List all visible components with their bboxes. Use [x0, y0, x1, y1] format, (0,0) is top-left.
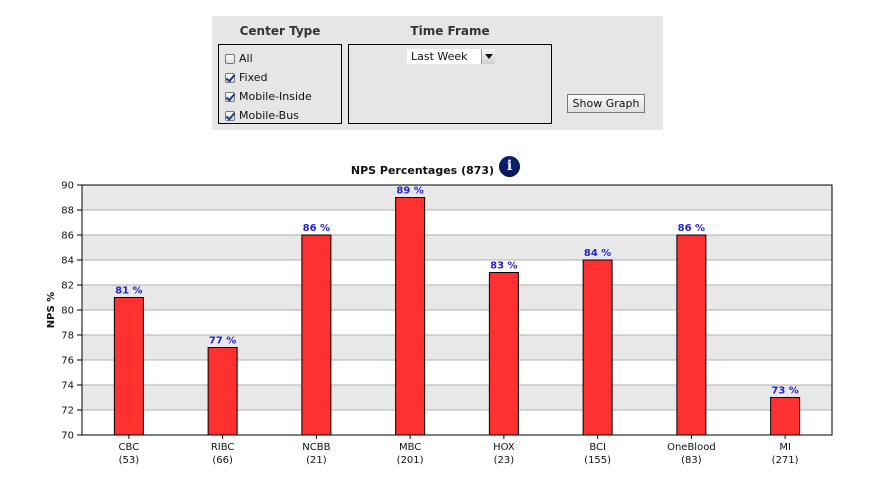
- data-label-ribc: 77 %: [209, 336, 236, 347]
- chart-title-wrap: NPS Percentages (873) i: [350, 156, 521, 177]
- x-count-label-hox: (23): [494, 455, 515, 466]
- y-tick-label: 84: [61, 256, 74, 267]
- bar-mbc: [395, 197, 426, 436]
- plot-frame: [81, 184, 833, 436]
- y-tick-label: 86: [61, 231, 74, 242]
- bar-mi: [770, 397, 801, 436]
- x-count-label-cbc: (53): [119, 455, 140, 466]
- y-tick-label: 80: [61, 306, 74, 317]
- x-count-label-mi: (271): [772, 455, 799, 466]
- grid-band: [82, 185, 832, 210]
- x-count-label-mbc: (201): [397, 455, 424, 466]
- y-tick-label: 82: [61, 281, 74, 292]
- bar-cbc: [113, 297, 144, 436]
- bar-hox: [488, 272, 519, 436]
- bar-oneblood: [676, 234, 707, 436]
- checkbox-all-box[interactable]: [225, 53, 235, 64]
- checkbox-all[interactable]: All: [219, 49, 341, 68]
- data-label-mbc: 89 %: [396, 186, 423, 197]
- checkbox-mobile-bus-label: Mobile-Bus: [239, 109, 299, 122]
- info-icon[interactable]: i: [499, 156, 521, 177]
- checkbox-fixed-label: Fixed: [239, 71, 268, 84]
- checkbox-fixed-box[interactable]: [225, 72, 235, 83]
- time-frame-box: Last Week: [348, 44, 552, 124]
- show-graph-button[interactable]: Show Graph: [567, 94, 645, 113]
- x-tick-label-ncbb: NCBB: [302, 442, 330, 453]
- y-tick-label: 88: [61, 206, 74, 217]
- center-type-list: All Fixed Mobile-Inside Mobile-Bus: [218, 44, 342, 124]
- data-label-ncbb: 86 %: [303, 223, 330, 234]
- y-tick-label: 70: [61, 431, 74, 442]
- data-label-bci: 84 %: [584, 248, 611, 259]
- center-type-header: Center Type: [239, 24, 321, 38]
- x-tick-label-hox: HOX: [493, 442, 515, 453]
- y-axis-label: NPS %: [46, 292, 57, 328]
- x-count-label-ncbb: (21): [306, 455, 327, 466]
- x-tick-label-mi: MI: [779, 442, 791, 453]
- chevron-down-icon[interactable]: [481, 49, 495, 64]
- x-tick-label-mbc: MBC: [399, 442, 421, 453]
- chart-title: NPS Percentages (873): [350, 164, 495, 177]
- checkbox-mobile-inside[interactable]: Mobile-Inside: [219, 87, 341, 106]
- y-tick-label: 90: [61, 181, 74, 192]
- grid-band: [82, 385, 832, 410]
- checkbox-mobile-inside-label: Mobile-Inside: [239, 90, 312, 103]
- bar-ribc: [207, 347, 238, 436]
- checkbox-mobile-bus-box[interactable]: [225, 110, 235, 121]
- x-count-label-ribc: (66): [212, 455, 233, 466]
- x-count-label-bci: (155): [584, 455, 611, 466]
- bar-ncbb: [301, 234, 332, 436]
- checkbox-mobile-inside-box[interactable]: [225, 91, 235, 102]
- y-tick-label: 74: [61, 381, 74, 392]
- data-label-mi: 73 %: [771, 386, 798, 397]
- time-frame-select[interactable]: Last Week: [407, 49, 495, 64]
- x-tick-label-oneblood: OneBlood: [667, 442, 716, 453]
- x-tick-label-bci: BCI: [589, 442, 606, 453]
- time-frame-selected-value: Last Week: [411, 50, 468, 63]
- grid-band: [82, 335, 832, 360]
- filter-panel: Center Type Time Frame All Fixed Mobile-…: [212, 16, 663, 130]
- time-frame-header: Time Frame: [410, 24, 490, 38]
- checkbox-mobile-bus[interactable]: Mobile-Bus: [219, 106, 341, 125]
- chart-title-row: NPS Percentages (873) i: [0, 156, 871, 177]
- bar-bci: [582, 259, 613, 436]
- x-tick-label-ribc: RIBC: [211, 442, 235, 453]
- checkbox-fixed[interactable]: Fixed: [219, 68, 341, 87]
- data-label-cbc: 81 %: [115, 286, 142, 297]
- checkbox-all-label: All: [239, 52, 253, 65]
- y-tick-label: 78: [61, 331, 74, 342]
- grid-band: [82, 285, 832, 310]
- y-tick-label: 76: [61, 356, 74, 367]
- data-label-hox: 83 %: [490, 261, 517, 272]
- grid-band: [82, 235, 832, 260]
- x-tick-label-cbc: CBC: [119, 442, 140, 453]
- x-count-label-oneblood: (83): [681, 455, 702, 466]
- data-label-oneblood: 86 %: [678, 223, 705, 234]
- y-tick-label: 72: [61, 406, 74, 417]
